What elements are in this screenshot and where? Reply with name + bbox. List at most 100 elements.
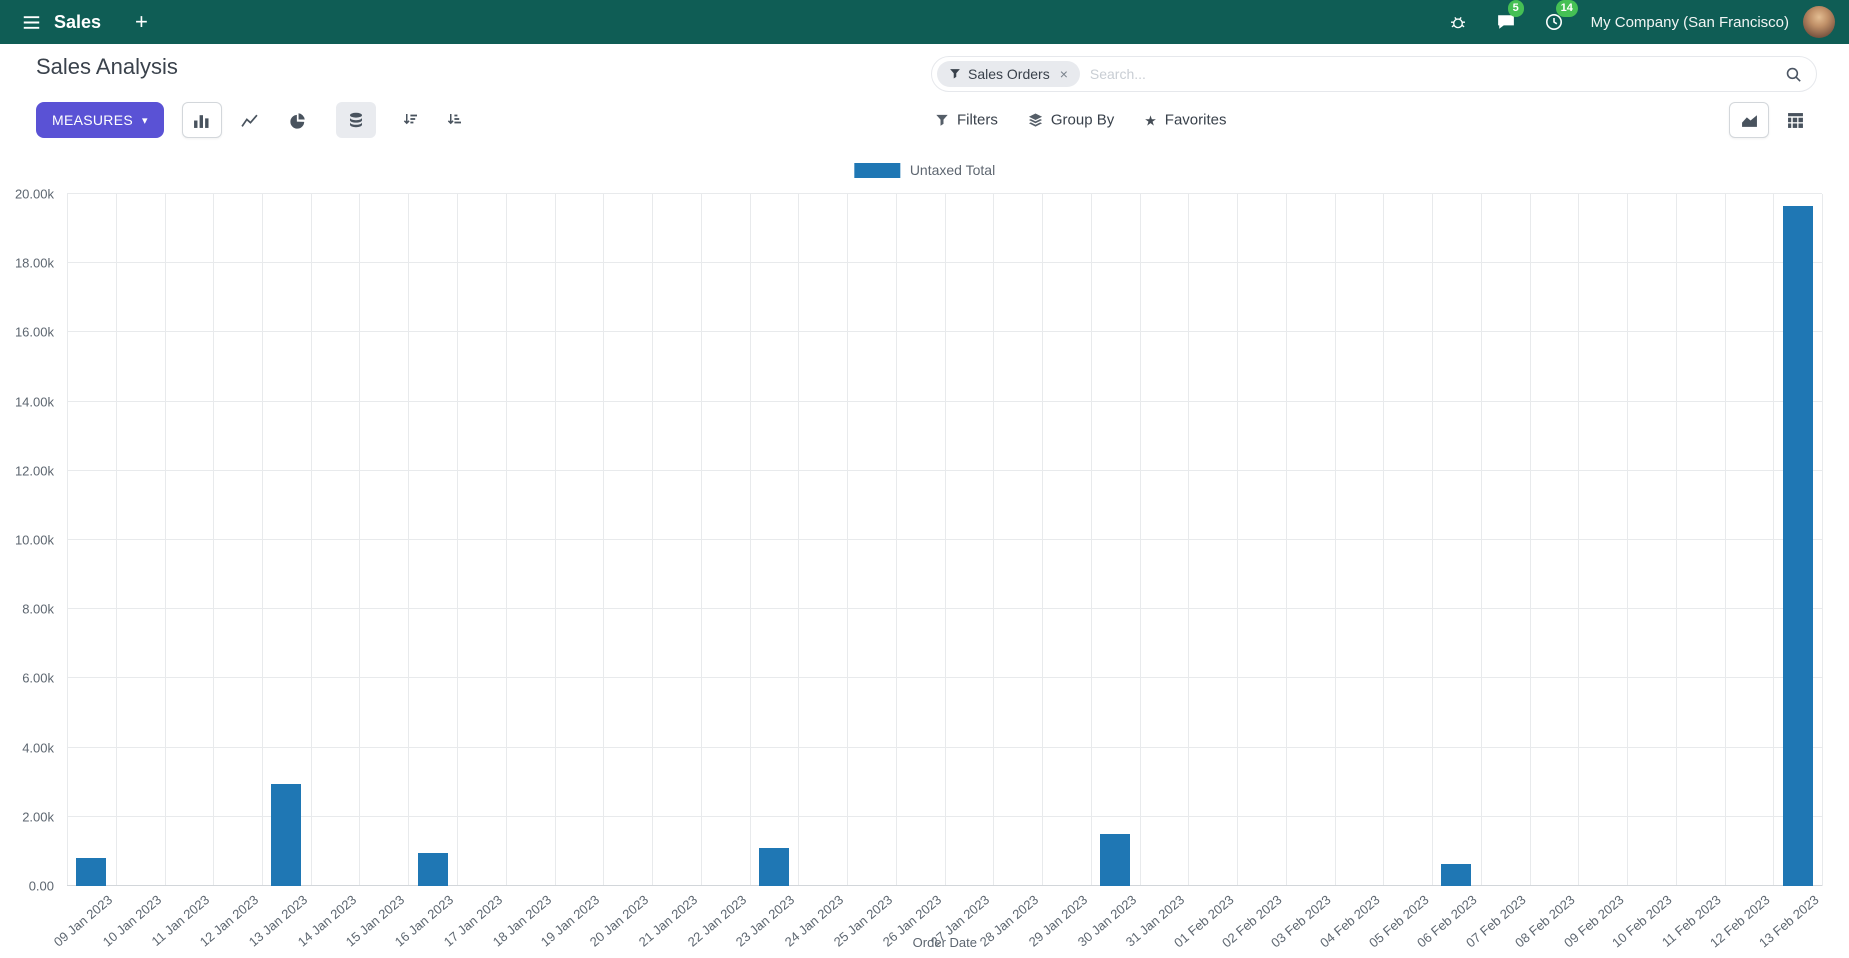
bar-09 Jan 2023[interactable] [76,858,107,886]
bug-icon [1450,16,1465,29]
toolbar-row: MEASURES ▾ Filters [0,98,1849,142]
grid-vline [1627,194,1628,886]
grid-vline [993,194,995,886]
grid-vline [1773,194,1775,886]
grid-vline [1188,194,1190,886]
chart-legend[interactable]: Untaxed Total [853,162,996,178]
filter-icon [950,69,960,79]
search-icon[interactable] [1785,66,1802,83]
messages-button[interactable]: 5 [1489,0,1524,39]
grid-vline [1480,194,1482,886]
grid-vline [749,194,751,886]
stacked-toggle-button[interactable] [335,102,376,138]
search-input[interactable] [1079,66,1785,82]
sort-asc-button[interactable] [434,102,474,138]
chat-icon [1497,15,1514,29]
apps-menu-button[interactable] [14,5,48,39]
grid-vline [408,194,410,886]
bar-06 Feb 2023[interactable] [1441,863,1472,886]
pivot-grid-icon [1787,112,1803,128]
grid-vline [1724,194,1726,886]
y-axis: 0.00 2.00k 4.00k 6.00k 8.00k 10.00k 12.00k 14.0… [0,187,58,894]
grid-hline [67,331,1822,333]
grid-vline [651,194,653,886]
plot-area [67,193,1823,886]
grid-hline [67,262,1822,264]
bar-chart-button[interactable] [181,102,222,138]
bar-23 Jan 2023[interactable] [758,847,789,886]
y-axis-tick: 4.00k [22,740,54,756]
grid-hline [67,539,1822,540]
sort-asc-icon [447,114,461,125]
control-panel: Sales Analysis Sales Orders × MEASURES ▾ [0,44,1849,142]
y-axis-tick: 10.00k [14,532,54,548]
clock-icon [1545,14,1562,30]
chart-type-switcher [181,102,318,138]
legend-label: Untaxed Total [909,162,996,178]
filter-icon [936,114,948,126]
bar-chart-icon [194,114,209,128]
activities-button[interactable]: 14 [1537,0,1578,39]
search-options: Filters Group By ★ Favorites [935,112,1226,129]
grid-vline [895,194,897,886]
y-axis-tick: 14.00k [14,394,54,410]
y-axis-tick: 16.00k [14,324,54,340]
bar-30 Jan 2023[interactable] [1100,834,1131,886]
graph-view-button[interactable] [1729,102,1769,138]
y-axis-tick: 12.00k [14,463,54,479]
app-name[interactable]: Sales [54,11,102,32]
grid-vline [1529,194,1531,886]
grid-vline [847,194,848,886]
grid-vline [115,194,117,886]
pie-chart-icon [290,112,306,129]
new-tab-button[interactable]: + [129,10,154,34]
grid-hline [67,746,1822,748]
y-axis-tick: 2.00k [22,809,54,825]
grid-vline [359,194,361,886]
stacked-icon [349,112,362,128]
measures-label: MEASURES [52,112,133,128]
filters-label: Filters [957,111,998,129]
facet-remove-button[interactable]: × [1059,66,1068,82]
bar-13 Feb 2023[interactable] [1782,206,1813,886]
group-by-menu[interactable]: Group By [1028,112,1114,129]
measures-button[interactable]: MEASURES ▾ [36,102,164,138]
messages-badge: 5 [1507,0,1524,17]
grid-vline [457,194,458,886]
bar-16 Jan 2023[interactable] [417,853,448,886]
grid-vline [1432,194,1433,886]
hamburger-icon [23,15,39,29]
line-chart-button[interactable] [230,102,270,138]
favorites-menu[interactable]: ★ Favorites [1144,112,1226,129]
grid-vline [554,194,556,886]
filters-menu[interactable]: Filters [935,112,998,129]
breadcrumb-row: Sales Analysis Sales Orders × [0,54,1849,92]
activities-badge: 14 [1555,0,1578,17]
grid-vline [944,194,946,886]
pivot-view-button[interactable] [1775,102,1815,138]
sort-desc-button[interactable] [390,102,430,138]
company-switcher[interactable]: My Company (San Francisco) [1590,13,1789,31]
grid-vline [1822,194,1823,886]
grid-vline [603,194,605,886]
view-switcher [1729,102,1815,138]
debug-button[interactable] [1441,5,1475,39]
legend-swatch [853,162,900,178]
grid-vline [1383,194,1385,886]
y-axis-tick: 20.00k [14,186,54,202]
grid-vline [164,194,166,886]
grid-vline [1285,194,1287,886]
grid-vline [310,194,312,886]
favorites-label: Favorites [1164,111,1227,129]
search-bar[interactable]: Sales Orders × [931,56,1817,92]
pie-chart-button[interactable] [278,102,318,138]
grid-vline [1139,194,1141,886]
grid-hline [67,469,1822,471]
page-title: Sales Analysis [36,54,178,79]
user-avatar[interactable] [1803,6,1835,38]
search-facet-sales-orders[interactable]: Sales Orders × [937,61,1080,87]
bar-13 Jan 2023[interactable] [271,783,302,886]
grid-hline [67,608,1822,610]
grid-vline [505,194,507,886]
top-navbar: Sales + 5 14 My Company (San Francisco) [0,0,1849,44]
